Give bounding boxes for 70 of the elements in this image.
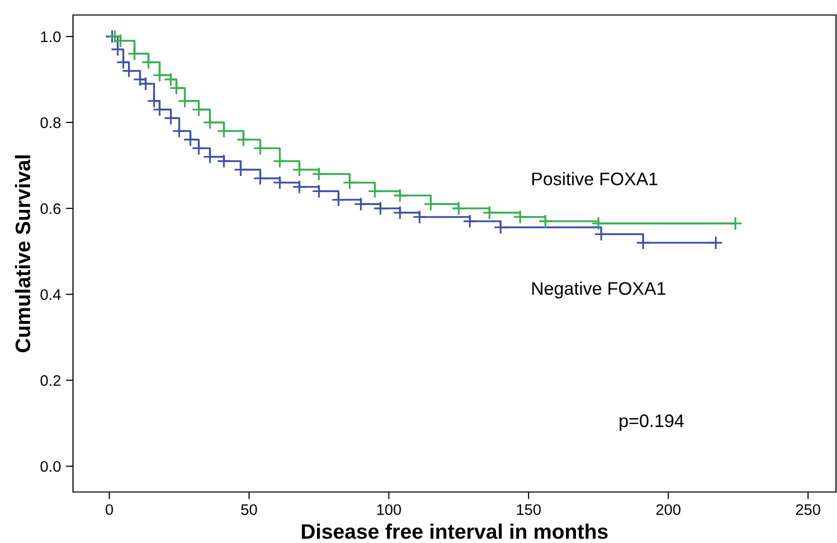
point bbox=[152, 102, 167, 117]
point bbox=[141, 55, 156, 70]
point bbox=[178, 94, 192, 108]
y-axis-title: Cumulative Survival bbox=[14, 155, 30, 352]
point bbox=[138, 76, 153, 91]
point bbox=[253, 141, 268, 156]
point bbox=[312, 166, 326, 182]
point bbox=[494, 220, 508, 234]
point bbox=[164, 111, 178, 126]
point bbox=[342, 176, 357, 190]
x-tick-label: 100 bbox=[377, 504, 401, 516]
point bbox=[116, 55, 130, 70]
point bbox=[636, 236, 650, 250]
point bbox=[373, 201, 388, 216]
point bbox=[202, 115, 218, 130]
x-tick-label: 150 bbox=[516, 504, 541, 516]
point bbox=[354, 196, 368, 212]
y-tick-label: 0.6 bbox=[40, 203, 61, 214]
point bbox=[192, 141, 206, 156]
y-tick-label: 0.0 bbox=[40, 461, 61, 472]
point bbox=[122, 64, 136, 78]
y-tick-label: 0.2 bbox=[40, 375, 60, 386]
point bbox=[292, 180, 306, 194]
point bbox=[482, 206, 497, 220]
point bbox=[236, 132, 251, 147]
x-tick-label: 250 bbox=[796, 504, 820, 516]
point bbox=[292, 162, 306, 177]
point bbox=[234, 162, 248, 177]
point bbox=[253, 171, 268, 186]
point bbox=[412, 210, 427, 224]
x-axis-title: Disease free interval in months bbox=[302, 524, 608, 539]
point bbox=[183, 132, 198, 147]
point bbox=[152, 68, 167, 82]
point bbox=[312, 184, 326, 198]
point bbox=[127, 46, 142, 61]
annotation: p=0.194 bbox=[620, 414, 684, 431]
point bbox=[392, 206, 408, 220]
point bbox=[368, 184, 382, 198]
point bbox=[728, 216, 742, 231]
point bbox=[110, 42, 125, 56]
x-tick-label: 0 bbox=[106, 504, 113, 516]
point bbox=[424, 196, 438, 212]
point bbox=[216, 124, 232, 138]
point bbox=[172, 124, 186, 138]
point bbox=[108, 29, 122, 44]
point bbox=[331, 192, 346, 207]
point bbox=[202, 150, 218, 164]
point bbox=[538, 214, 552, 228]
point bbox=[513, 210, 528, 224]
y-tick-label: 0.4 bbox=[40, 289, 61, 300]
point bbox=[591, 216, 606, 231]
point bbox=[164, 72, 178, 87]
point bbox=[216, 154, 232, 168]
point bbox=[272, 154, 287, 168]
series-label: Positive FOXA1 bbox=[532, 172, 658, 186]
point bbox=[462, 214, 477, 228]
point bbox=[708, 236, 723, 250]
point bbox=[392, 188, 408, 203]
point bbox=[452, 201, 466, 216]
point bbox=[113, 34, 128, 48]
point bbox=[594, 227, 608, 242]
x-tick-label: 200 bbox=[656, 504, 680, 516]
point bbox=[192, 102, 206, 117]
point bbox=[146, 94, 162, 108]
point bbox=[169, 80, 184, 96]
y-tick-label: 0.8 bbox=[40, 117, 61, 128]
x-tick-label: 50 bbox=[241, 504, 257, 516]
text: Negative FOXA1 bbox=[532, 282, 666, 298]
point bbox=[272, 176, 287, 190]
y-tick-label: 1.0 bbox=[41, 31, 61, 42]
